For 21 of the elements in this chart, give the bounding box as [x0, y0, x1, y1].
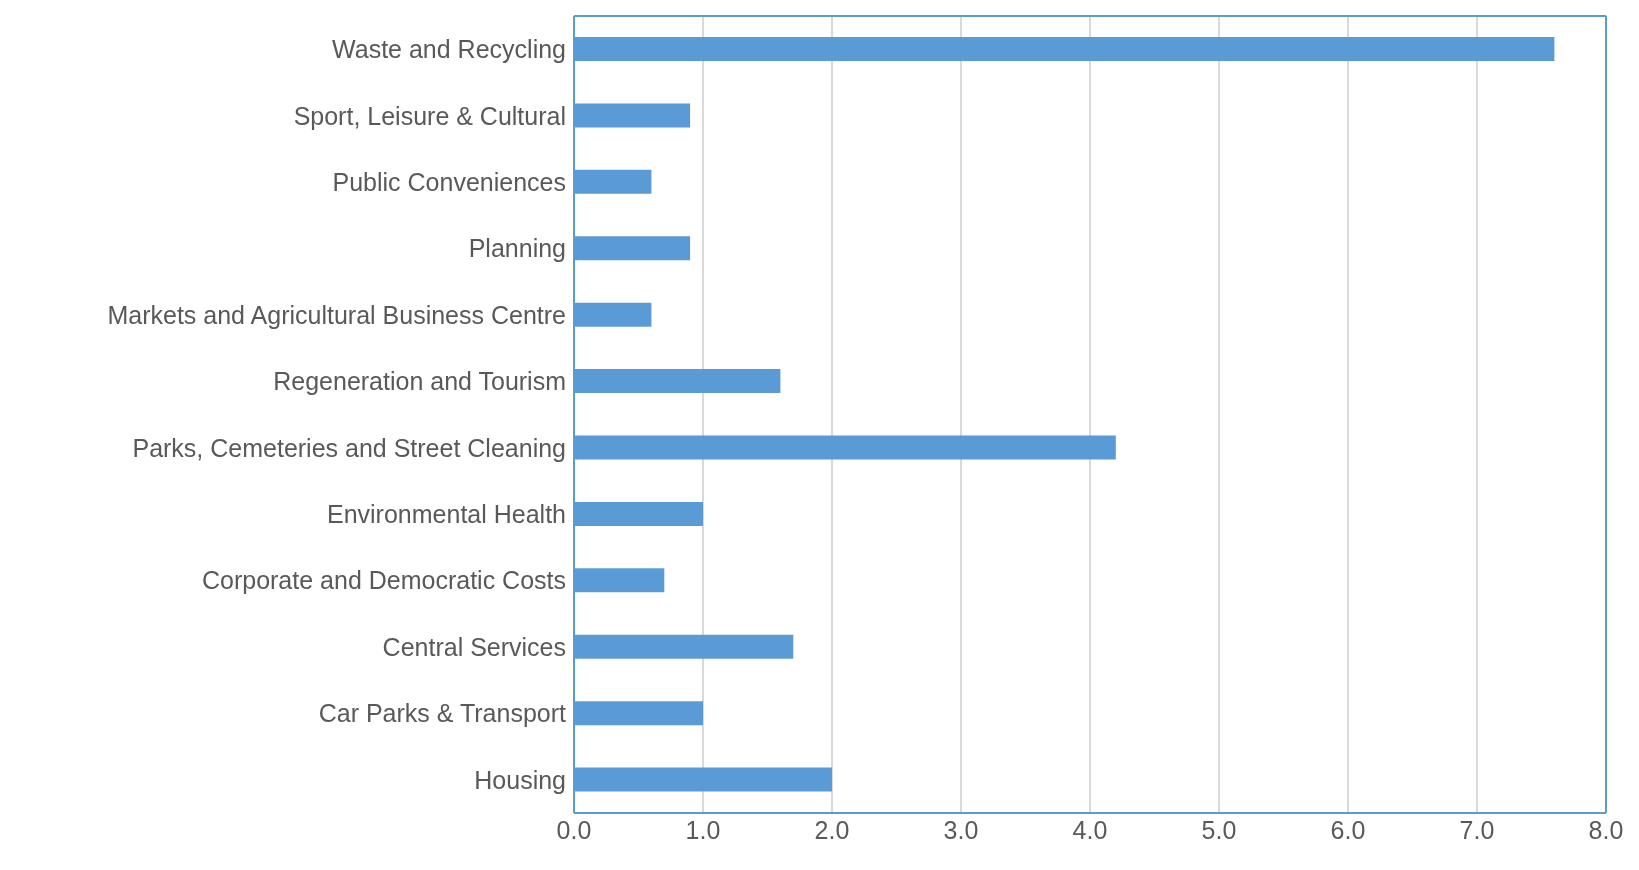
y-tick-label: Corporate and Democratic Costs — [201, 566, 566, 595]
y-tick-label: Parks, Cemeteries and Street Cleaning — [132, 433, 566, 462]
y-tick-label: Car Parks & Transport — [318, 699, 567, 728]
y-tick-label: Housing — [474, 765, 566, 794]
y-tick-label: Waste and Recycling — [332, 35, 566, 64]
y-tick-label: Planning — [468, 234, 566, 263]
x-tick-label: 5.0 — [1201, 815, 1237, 844]
y-tick-label: Regeneration and Tourism — [273, 367, 566, 396]
x-tick-label: 2.0 — [814, 815, 850, 844]
x-tick-label: 4.0 — [1072, 815, 1108, 844]
x-tick-label: 1.0 — [685, 815, 721, 844]
x-tick-label: 7.0 — [1459, 815, 1495, 844]
x-tick-label: 8.0 — [1588, 815, 1624, 844]
y-tick-label: Markets and Agricultural Business Centre — [107, 300, 566, 329]
x-tick-label: 0.0 — [556, 815, 592, 844]
y-tick-label: Central Services — [382, 632, 566, 661]
x-tick-label: 6.0 — [1330, 815, 1366, 844]
y-tick-label: Public Conveniences — [332, 167, 566, 196]
y-tick-label: Environmental Health — [326, 500, 566, 528]
y-tick-label: Sport, Leisure & Cultural — [293, 101, 566, 130]
x-tick-label: 3.0 — [943, 815, 979, 844]
